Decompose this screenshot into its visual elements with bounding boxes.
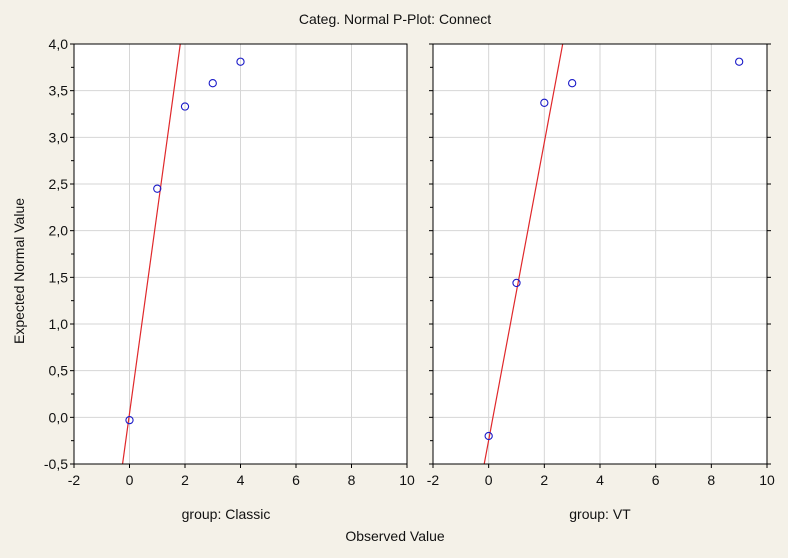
panel-2-data-point [568, 79, 577, 88]
panel-1-data-point [236, 57, 245, 66]
panel-1-y-tick-label: 2,5 [49, 176, 69, 192]
panel-1-y-tick-label: 3,0 [49, 129, 69, 145]
panel-label-classic: group: Classic [182, 506, 271, 522]
panel-2-plot: -2 0 2 4 6 8 10 [427, 43, 775, 488]
panel-2-data-point [540, 98, 549, 107]
panel-1-x-tick-label: 4 [237, 472, 245, 488]
panel-1-plot: -2 0 2 4 6 8 10 -0,5 0,0 0,5 1,0 1,5 2,0 2,5 3,0 3,5 4,0 [44, 36, 415, 488]
panel-1-y-tick-label: 1,0 [49, 316, 69, 332]
x-axis-label: Observed Value [345, 528, 445, 544]
panel-2-x-tick-label: 8 [707, 472, 715, 488]
panel-2-x-tick-label: 4 [596, 472, 604, 488]
panel-1-y-tick-label: -0,5 [44, 456, 68, 472]
panel-1-x-tick-label: 8 [348, 472, 356, 488]
panel-1-fit-line [121, 44, 181, 464]
panel-1-y-tick-label: 0,5 [49, 363, 69, 379]
panel-1-plot-border [73, 43, 408, 465]
panel-1-data-point [125, 415, 134, 425]
panel-1-y-tick-label: 3,5 [49, 83, 69, 99]
panel-2-data-point [735, 57, 744, 66]
panel-1-x-tick-label: 2 [181, 472, 189, 488]
panel-2-x-tick-label: 2 [540, 472, 548, 488]
panel-2-data-point [512, 278, 521, 288]
panel-1-data-point [153, 184, 162, 193]
panel-1-y-tick-label: 0,0 [49, 409, 69, 425]
panel-2-data-point [484, 431, 493, 441]
panel-2-x-tick-label: -2 [427, 472, 440, 488]
panel-1-x-tick-label: 0 [126, 472, 134, 488]
panel-2-x-tick-label: 0 [485, 472, 493, 488]
panel-1-x-tick-label: 6 [292, 472, 300, 488]
panel-1-x-tick-label: -2 [68, 472, 81, 488]
panel-1-data-point [208, 79, 217, 88]
panel-2-plot-border [432, 43, 768, 465]
panel-1-x-tick-label: 10 [399, 472, 415, 488]
panel-1-y-tick-label: 4,0 [49, 36, 69, 52]
panel-1-y-tick-label: 2,0 [49, 223, 69, 239]
chart-title: Categ. Normal P-Plot: Connect [299, 11, 491, 27]
panel-1-data-point [180, 102, 190, 111]
y-axis-label: Expected Normal Value [11, 198, 27, 344]
panel-1-y-tick-label: 1,5 [49, 269, 69, 285]
panel-label-vt: group: VT [569, 506, 631, 522]
panel-2-x-tick-label: 10 [759, 472, 775, 488]
panel-2-fit-line [483, 44, 564, 464]
panel-2-x-tick-label: 6 [652, 472, 660, 488]
